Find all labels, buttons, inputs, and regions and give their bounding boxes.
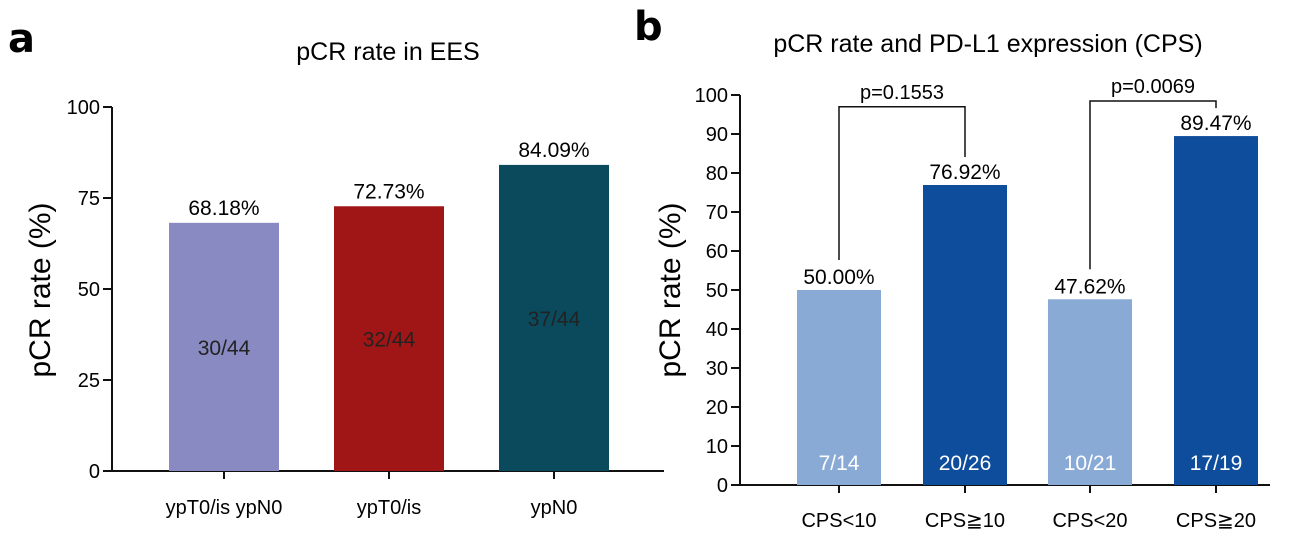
chart-b-y-axis-label: pCR rate (%) [654,202,687,377]
chart-a-category-label: ypN0 [531,497,578,519]
chart-a-bars: 68.18% 30/44 72.73% 32/44 84.09% 37/44 [169,139,609,471]
chart-b-comparison-bracket [1089,100,1217,270]
chart-a-y-tick-label: 25 [78,370,100,392]
chart-a-category-label: ypT0/is ypN0 [166,497,283,519]
chart-b-bar [797,290,881,485]
chart-b-value-label: 50.00% [803,266,874,289]
chart-b-y-tick-label: 10 [706,436,728,458]
chart-a-y-tick-label: 100 [67,97,100,119]
chart-a-y-tick-label: 0 [89,461,100,483]
chart-b-category-label: CPS<20 [1052,510,1127,532]
chart-b-y-tick-label: 40 [706,319,728,341]
chart-b-value-label: 89.47% [1180,112,1251,135]
chart-b-value-label: 47.62% [1054,275,1125,298]
chart-a-value-label: 72.73% [353,180,424,203]
chart-b-fraction-label: 20/26 [939,452,992,475]
chart-b-y-tick-label: 0 [717,475,728,497]
chart-b-y-tick-label: 80 [706,163,728,185]
chart-b-y-tick-label: 70 [706,202,728,224]
panel-a-letter: a [8,16,35,62]
chart-a-value-label: 68.18% [188,197,259,220]
chart-b-fraction-label: 10/21 [1064,452,1117,475]
chart-b-y-tick-label: 20 [706,397,728,419]
chart-b-comparison-bracket [838,106,966,260]
chart-b-y-tick-label: 30 [706,358,728,380]
chart-b-y-tick-label: 90 [706,124,728,146]
chart-b-comparisons: p=0.1553 p=0.0069 [838,76,1217,270]
chart-b-axes: 0 10 20 30 40 50 60 70 80 90 100 CPS<10 CPS≧10 CPS<20… [695,85,1270,532]
chart-b-y-tick-label: 100 [695,85,728,107]
chart-a-bar [169,222,279,471]
chart-b-p-value: p=0.0069 [1111,76,1195,98]
chart-a-y-axis-label: pCR rate (%) [24,202,57,377]
chart-b-y-tick-label: 50 [706,280,728,302]
panel-b-letter: b [634,4,663,50]
chart-a-y-tick-label: 50 [78,279,100,301]
chart-b-fraction-label: 17/19 [1190,452,1243,475]
chart-b-y-tick-label: 60 [706,241,728,263]
chart-b-value-label: 76.92% [929,161,1000,184]
chart-b-bars: 50.00% 7/14 76.92% 20/26 47.62% 10/21 89.47% 17… [797,112,1258,485]
chart-b-fraction-label: 7/14 [819,452,860,475]
chart-a-fraction-label: 30/44 [198,337,251,360]
chart-b-title: pCR rate and PD-L1 expression (CPS) [773,30,1202,58]
chart-a-value-label: 84.09% [518,139,589,162]
chart-a-fraction-label: 37/44 [528,308,581,331]
chart-a-y-tick-label: 75 [78,188,100,210]
chart-b-category-label: CPS≧20 [1176,510,1256,532]
chart-a-fraction-label: 32/44 [363,329,416,352]
chart-a-axes: 0 25 50 75 100 ypT0/is ypN0 ypT0/is ypN0 [67,97,664,519]
chart-b-category-label: CPS<10 [801,510,876,532]
chart-b-category-label: CPS≧10 [925,510,1005,532]
chart-b-bar [1174,136,1258,485]
chart-a-bar [499,164,609,471]
chart-b-p-value: p=0.1553 [860,82,944,104]
chart-b-bar [1048,299,1132,485]
chart-b-bar [923,185,1007,485]
chart-a-bar [334,206,444,471]
chart-a-category-label: ypT0/is [357,497,421,519]
chart-a-title: pCR rate in EES [296,38,479,66]
